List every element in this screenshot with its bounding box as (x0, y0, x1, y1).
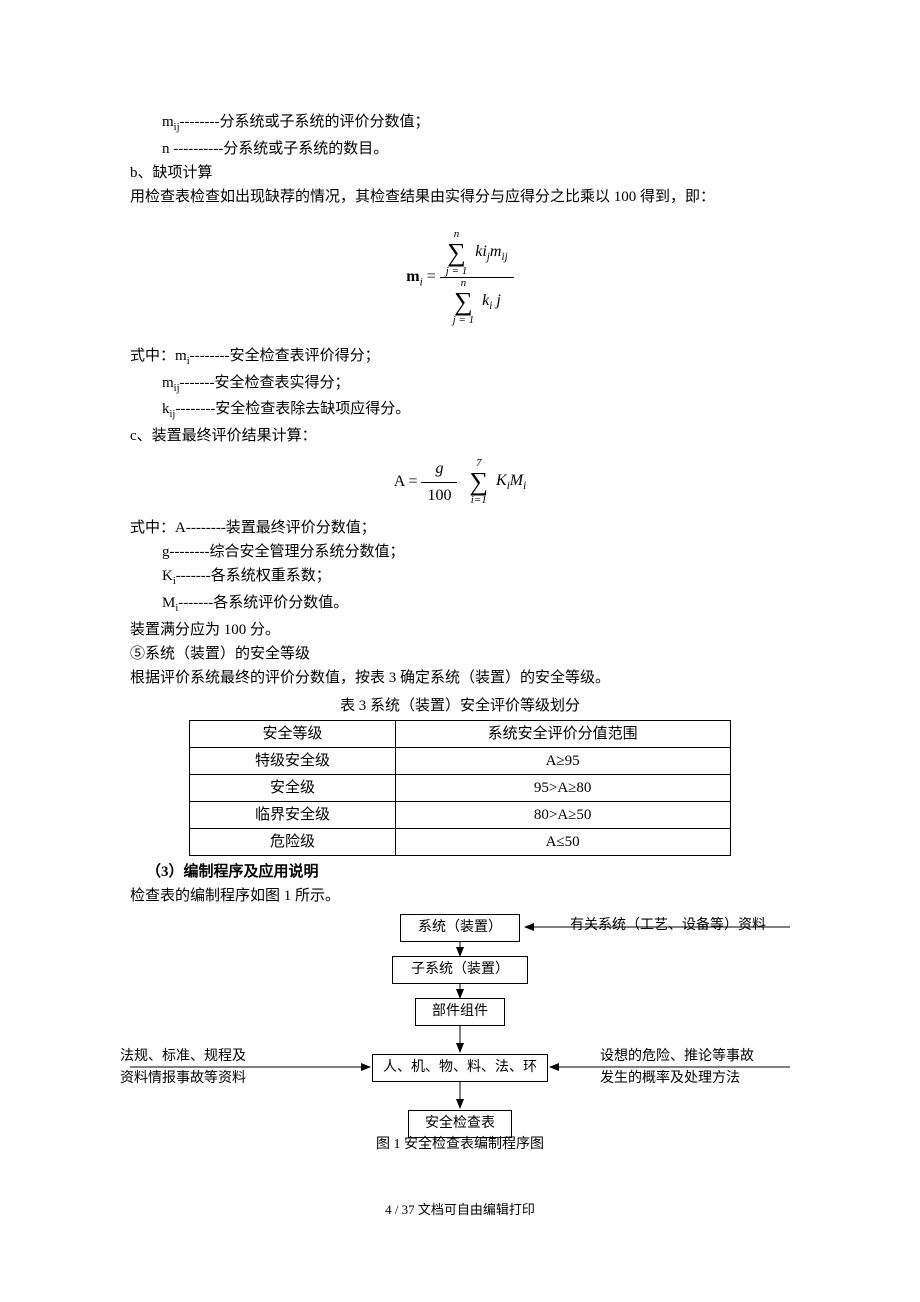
s3-para: 检查表的编制程序如图 1 所示。 (130, 884, 790, 908)
c-where-mi: Mi-------各系统评价分数值。 (162, 591, 790, 618)
def-mij: mij--------分系统或子系统的评价分数值； (162, 110, 790, 137)
b-where-kij: kij--------安全检查表除去缺项应得分。 (162, 397, 790, 424)
table-header: 系统安全评价分值范围 (395, 720, 730, 747)
c-where-g: g--------综合安全管理分系统分数值； (162, 540, 790, 564)
s5-para: 根据评价系统最终的评价分数值，按表 3 确定系统（装置）的安全等级。 (130, 666, 790, 690)
table-header: 安全等级 (190, 720, 395, 747)
c-fullscore: 装置满分应为 100 分。 (130, 618, 790, 642)
table-row: 特级安全级A≥95 (190, 747, 730, 774)
flow-node-factors: 人、机、物、料、法、环 (372, 1054, 548, 1082)
page-footer: 4 / 37 文档可自由编辑打印 (130, 1200, 790, 1221)
flow-node-component: 部件组件 (415, 998, 505, 1026)
def-mij-text: --------分系统或子系统的评价分数值； (180, 114, 430, 130)
b-para: 用检查表检查如出现缺荐的情况，其检查结果由实得分与应得分之比乘以 100 得到，… (130, 185, 790, 209)
def-n: n ----------分系统或子系统的数目。 (162, 137, 790, 161)
b-where: 式中：mi--------安全检查表评价得分； (130, 344, 790, 371)
flow-node-system: 系统（装置） (400, 914, 520, 942)
formula-mi: mi = n ∑ j = 1 kijmij n ∑ j = 1 ki j (130, 229, 790, 326)
s3-heading: （3）编制程序及应用说明 (130, 860, 790, 884)
flow-node-subsystem: 子系统（装置） (392, 956, 528, 984)
c-where-ki: Ki-------各系统权重系数； (162, 564, 790, 591)
b-where-mij: mij-------安全检查表实得分； (162, 371, 790, 398)
safety-grade-table: 安全等级 系统安全评价分值范围 特级安全级A≥95 安全级95>A≥80 临界安… (189, 720, 730, 856)
b-heading: b、缺项计算 (130, 161, 790, 185)
flow-caption: 图 1 安全检查表编制程序图 (130, 1134, 790, 1156)
table-row: 危险级A≤50 (190, 828, 730, 855)
c-where-a: 式中：A--------装置最终评价分数值； (130, 516, 790, 540)
flow-text-right-top: 有关系统（工艺、设备等）资料 (570, 915, 766, 937)
table-row: 临界安全级80>A≥50 (190, 801, 730, 828)
table-title: 表 3 系统（装置）安全评价等级划分 (130, 694, 790, 718)
table-row: 安全级95>A≥80 (190, 774, 730, 801)
flow-text-left-mid: 法规、标准、规程及 资料情报事故等资料 (120, 1046, 246, 1091)
s5-heading: ⑤系统（装置）的安全等级 (130, 642, 790, 666)
formula-a: A = g 100 7 ∑ i=1 KiMi (130, 456, 790, 508)
flowchart: 系统（装置） 子系统（装置） 部件组件 人、机、物、料、法、环 安全检查表 有关… (130, 912, 790, 1182)
table-row: 安全等级 系统安全评价分值范围 (190, 720, 730, 747)
c-heading: c、装置最终评价结果计算： (130, 424, 790, 448)
flow-text-right-mid: 设想的危险、推论等事故 发生的概率及处理方法 (600, 1046, 754, 1091)
